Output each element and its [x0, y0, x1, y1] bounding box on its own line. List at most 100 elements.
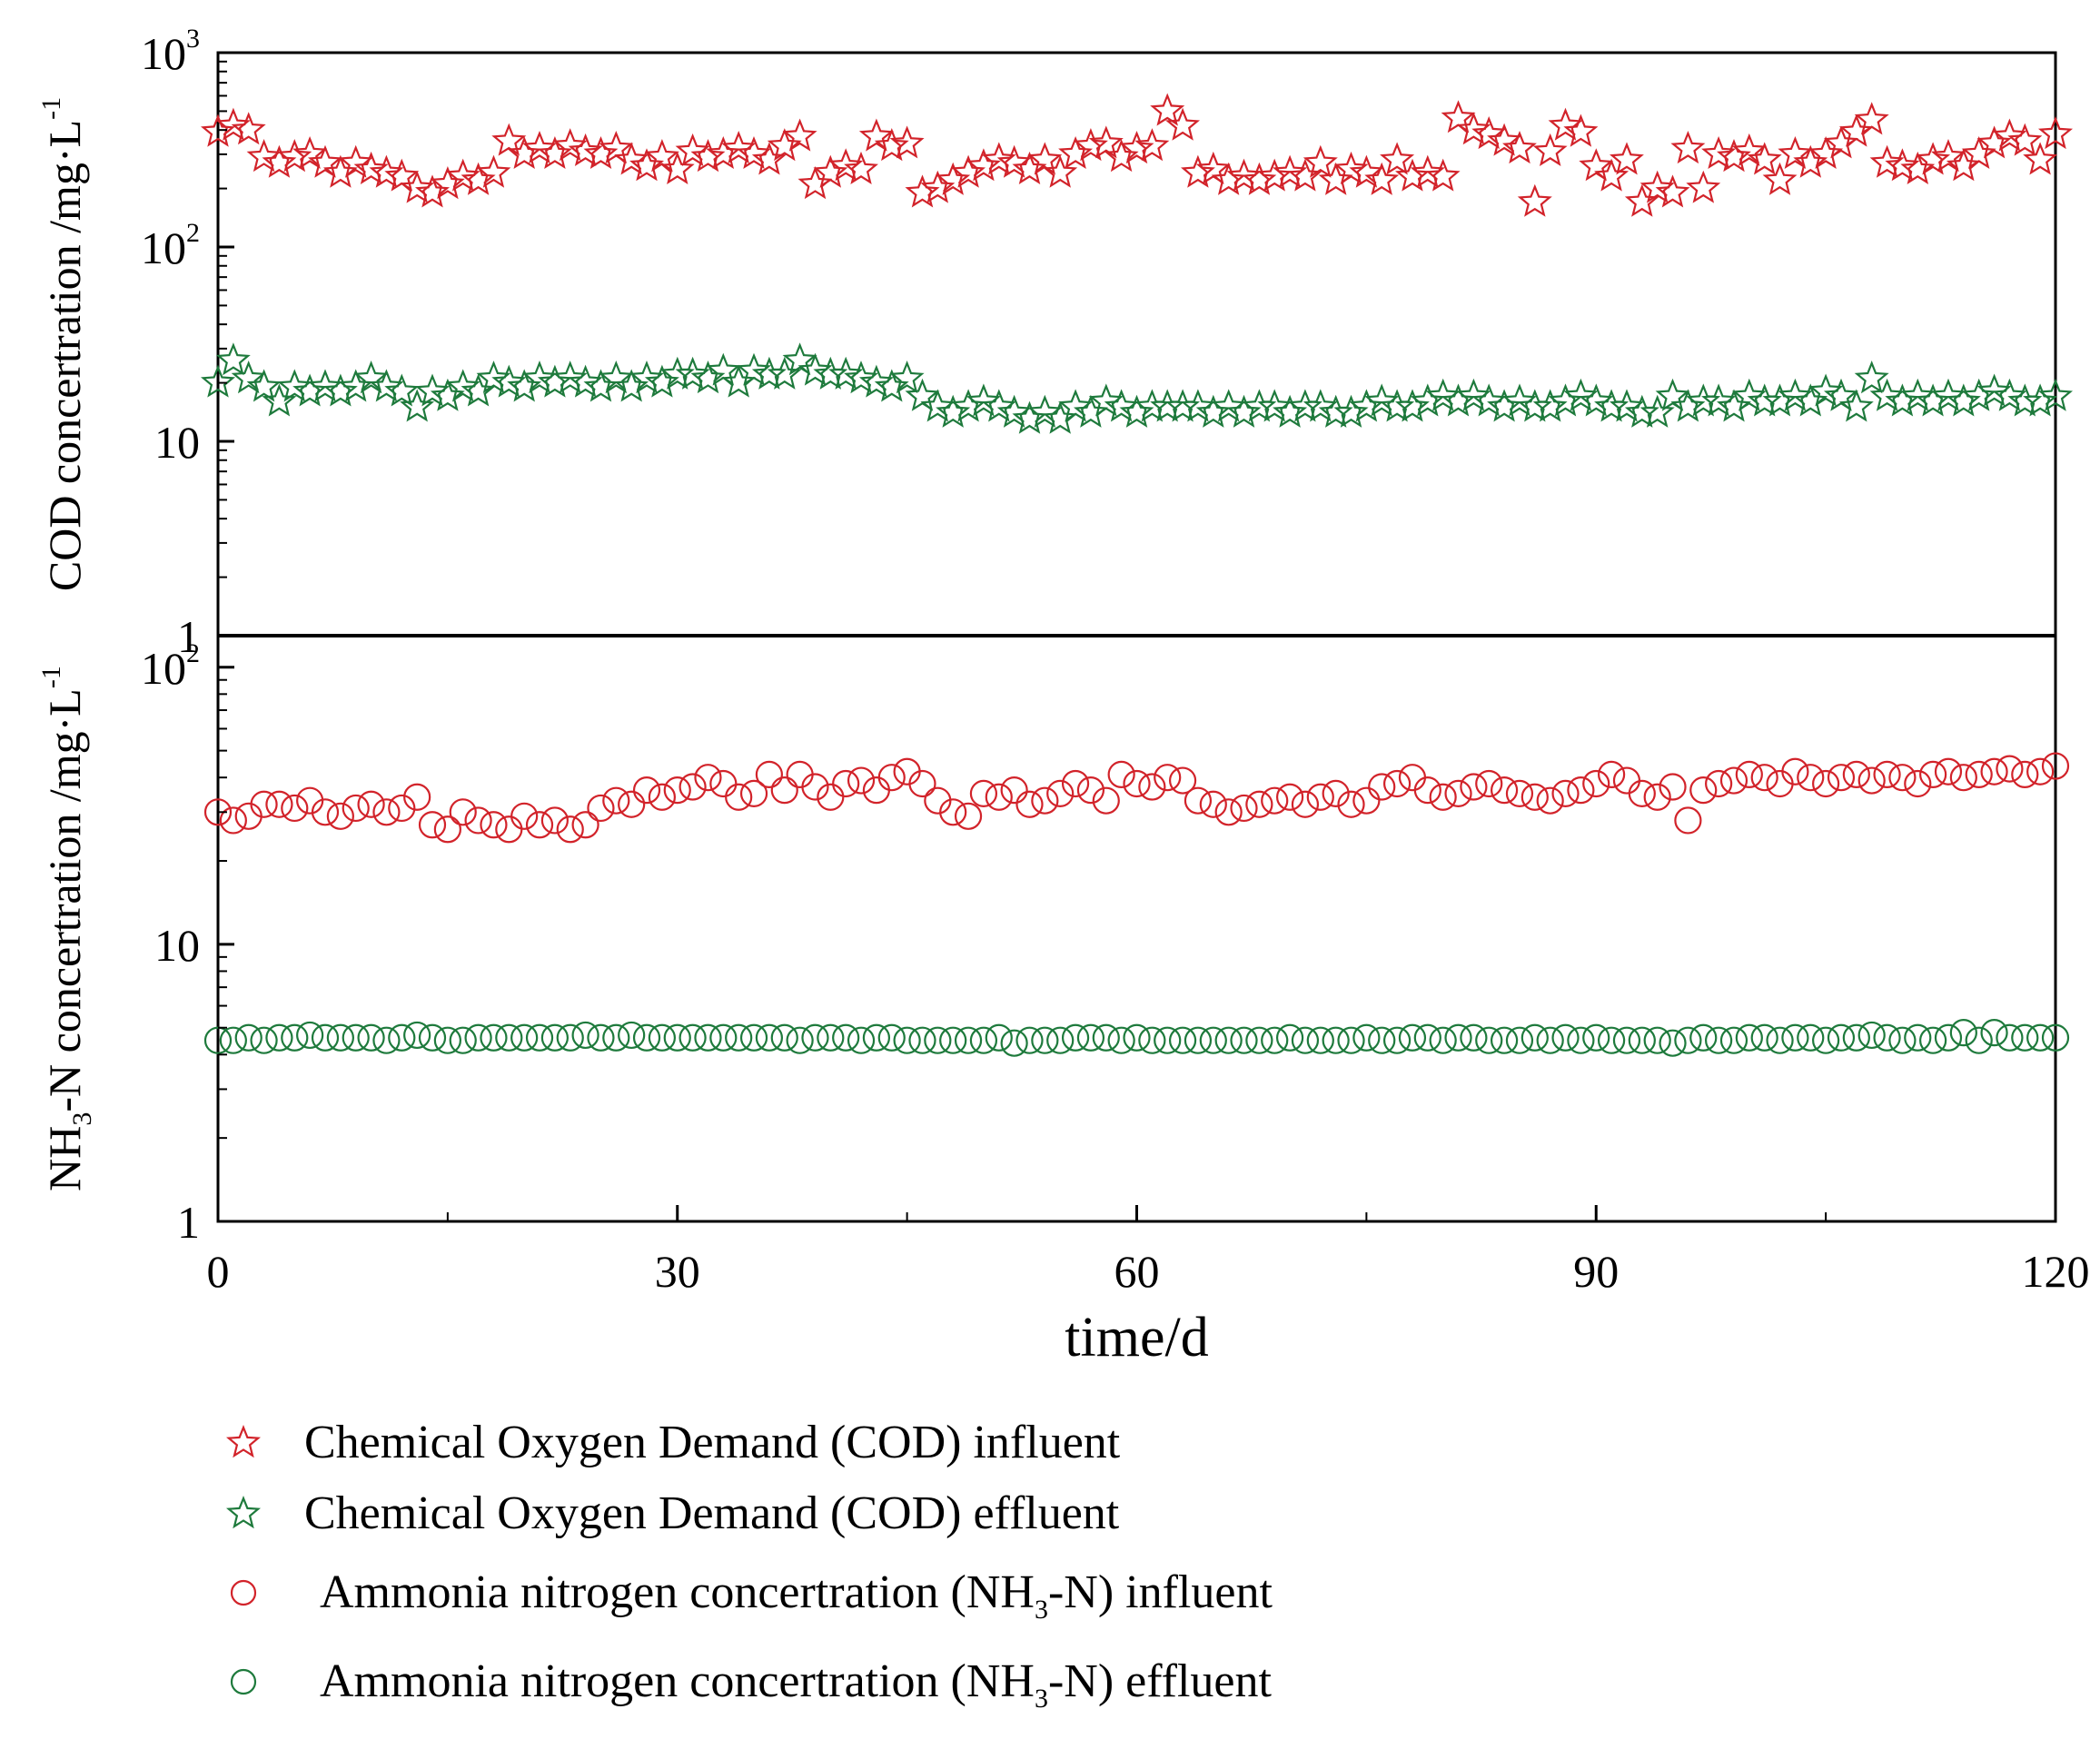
data-point: [1674, 806, 1702, 835]
data-point: [418, 1023, 447, 1052]
data-point: [1456, 378, 1491, 411]
data-point: [476, 154, 511, 188]
data-point: [414, 373, 451, 407]
data-point: [1471, 115, 1507, 150]
data-point: [200, 114, 236, 147]
data-point: [889, 361, 925, 394]
data-point: [507, 135, 542, 169]
data-point: [1842, 1023, 1870, 1052]
data-point: [1869, 144, 1905, 178]
data-point: [1395, 158, 1430, 192]
data-point: [464, 1023, 492, 1052]
data-point: [495, 1023, 523, 1052]
data-point: [1322, 779, 1350, 807]
data-point: [1930, 139, 1966, 173]
data-point: [1303, 389, 1338, 422]
data-point: [832, 769, 860, 798]
data-point: [966, 148, 1001, 182]
data-point: [862, 776, 891, 805]
data-point: [342, 794, 370, 823]
data-point: [599, 361, 634, 394]
data-point: [966, 383, 1001, 417]
data-point: [1976, 125, 2012, 159]
data-point: [1976, 373, 2012, 407]
data-point: [1762, 162, 1798, 195]
data-point: [1275, 1023, 1304, 1052]
data-point: [1242, 389, 1277, 422]
data-point: [969, 779, 998, 807]
data-point: [996, 394, 1032, 428]
data-point: [480, 1023, 508, 1052]
data-point: [2023, 383, 2058, 417]
data-point: [675, 356, 710, 390]
data-point: [1333, 151, 1369, 184]
legend: Chemical Oxygen Demand (COD) influent Che…: [225, 1417, 1273, 1714]
y-tick-label: 1: [177, 1197, 200, 1248]
data-point: [1150, 93, 1185, 126]
data-point: [1181, 154, 1215, 188]
data-point: [1288, 389, 1322, 422]
data-point: [889, 125, 925, 159]
data-point: [1965, 760, 1993, 789]
data-point: [1655, 378, 1690, 411]
data-point: [1214, 798, 1243, 826]
data-point: [908, 1026, 936, 1054]
data-point: [464, 806, 492, 835]
data-point: [1245, 1026, 1273, 1054]
data-point: [1823, 378, 1859, 411]
data-point: [1333, 394, 1369, 428]
data-point: [706, 135, 741, 169]
data-point: [445, 158, 480, 192]
data-point: [491, 364, 527, 398]
data-point: [1088, 383, 1124, 417]
data-point: [1382, 1026, 1412, 1054]
data-point: [770, 1023, 798, 1052]
data-point: [384, 373, 420, 407]
data-point: [862, 1023, 891, 1052]
data-point: [1104, 139, 1139, 173]
data-point: [1946, 148, 1981, 182]
data-point: [1934, 1023, 1963, 1052]
data-point: [797, 352, 833, 386]
data-point: [1965, 1026, 1993, 1054]
data-point: [540, 1023, 569, 1052]
data-point: [1655, 174, 1690, 208]
legend-item: Ammonia nitrogen concertration (NH3-N) i…: [230, 1566, 1273, 1625]
data-point: [1168, 1026, 1197, 1054]
data-point: [614, 142, 649, 175]
legend-item: Ammonia nitrogen concertration (NH3-N) e…: [230, 1655, 1272, 1714]
data-point: [1444, 779, 1472, 807]
data-point: [1731, 378, 1767, 411]
data-point: [262, 383, 297, 417]
data-point: [1460, 1023, 1488, 1052]
data-point: [893, 1026, 921, 1054]
data-point: [461, 162, 496, 195]
data-point: [1659, 773, 1687, 801]
data-point: [1230, 794, 1258, 823]
data-point: [858, 118, 894, 152]
data-point: [1689, 776, 1718, 805]
data-point: [1027, 142, 1063, 175]
data-point: [1214, 1026, 1243, 1054]
data-point: [1031, 786, 1059, 815]
data-point: [281, 1023, 309, 1052]
data-point: [1705, 1026, 1733, 1054]
data-point: [1996, 755, 2024, 783]
data-point: [1027, 394, 1063, 428]
data-point: [1579, 383, 1614, 417]
data-point: [1382, 769, 1412, 798]
data-point: [755, 1023, 784, 1052]
data-point: [1934, 757, 1963, 786]
data-point: [1107, 1026, 1135, 1054]
data-point: [571, 811, 599, 839]
data-point: [1735, 1023, 1763, 1052]
data-point: [571, 1021, 599, 1050]
data-point: [480, 811, 508, 839]
data-point: [1701, 383, 1737, 417]
data-point: [1413, 1023, 1441, 1052]
data-point: [1337, 1026, 1365, 1054]
data-point: [522, 130, 557, 164]
data-point: [307, 144, 343, 178]
data-point: [1502, 130, 1537, 164]
data-point: [1869, 378, 1905, 411]
